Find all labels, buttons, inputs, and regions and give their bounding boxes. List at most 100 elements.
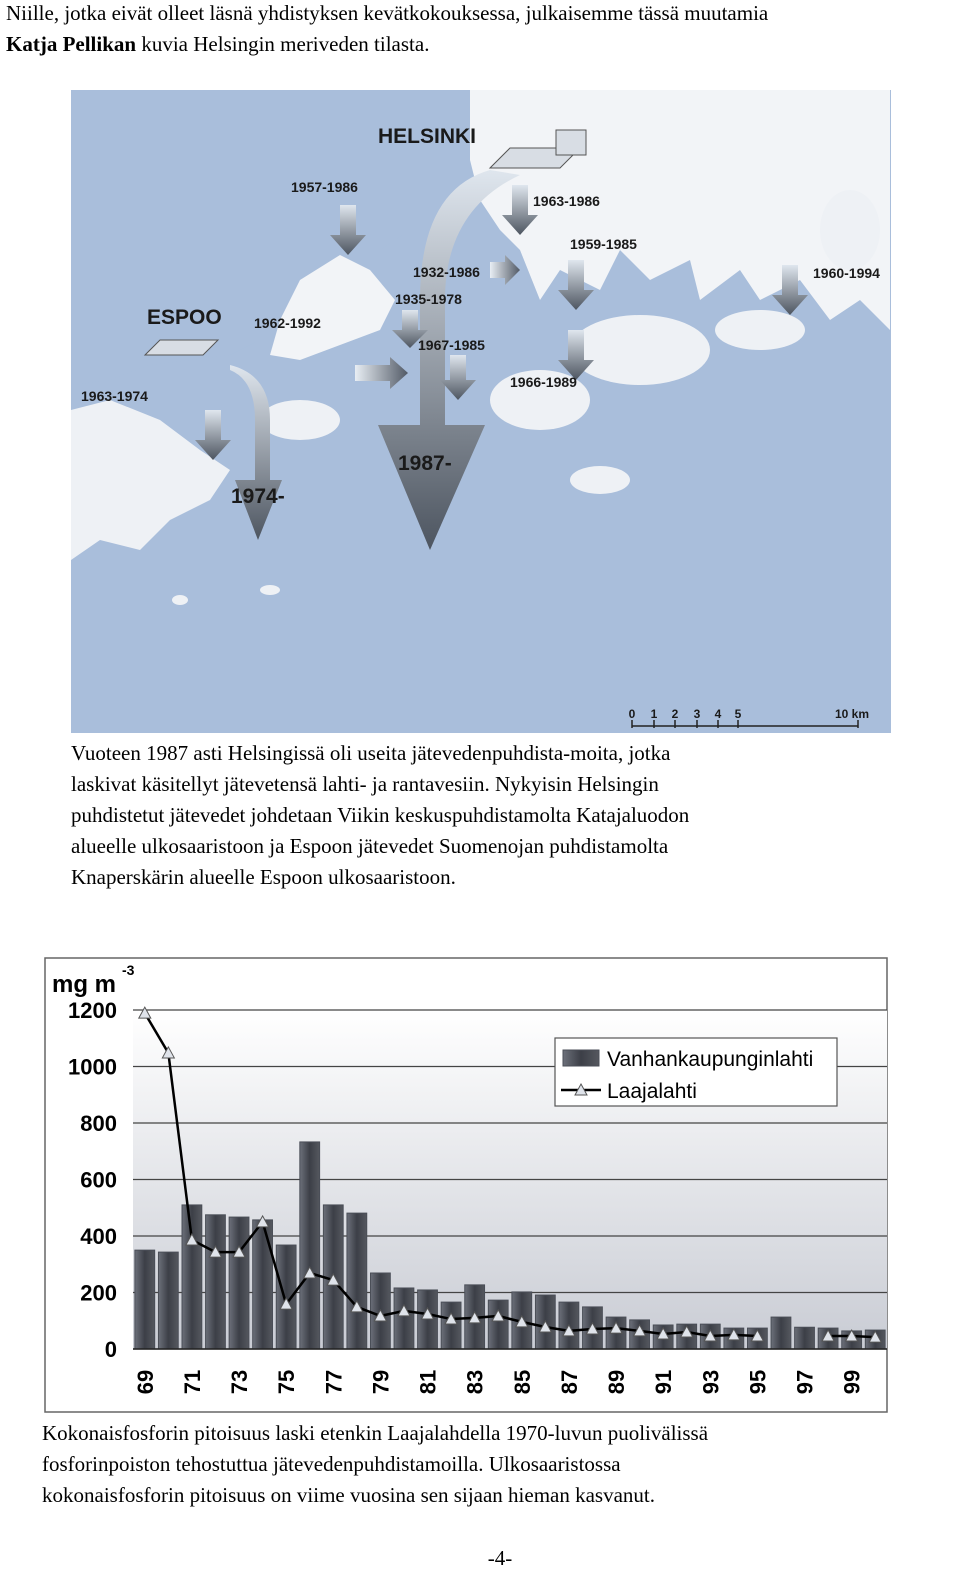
- marker: [302, 1265, 317, 1279]
- intro-line: Niille, jotka eivät olleet läsnä yhdisty…: [6, 1, 769, 25]
- text-line: Kokonaisfosforin pitoisuus laski etenkin…: [42, 1421, 709, 1445]
- scale-label: 0: [629, 707, 636, 721]
- marker: [420, 1306, 435, 1320]
- text-line: laskivat käsitellyt jätevetensä lahti- j…: [71, 772, 659, 796]
- sea-bay: [71, 90, 470, 385]
- marker: [868, 1330, 883, 1343]
- bar: [205, 1214, 226, 1350]
- map-label: 1935-1978: [395, 291, 462, 307]
- y-tick-label: 0: [105, 1337, 117, 1362]
- text-line: Knaperskärin alueelle Espoon ulkosaarist…: [71, 865, 456, 889]
- map: HELSINKI ESPOO 1957-1986 1963-1986 1959-1985…: [71, 90, 891, 733]
- x-tick-label: 81: [416, 1370, 441, 1394]
- marker: [350, 1299, 364, 1313]
- x-tick-label: 89: [604, 1370, 629, 1394]
- text-line: Vuoteen 1987 asti Helsingissä oli useita…: [71, 741, 671, 765]
- map-label: 1974-: [231, 485, 285, 508]
- y-axis-label-exponent: -3: [122, 962, 135, 978]
- map-label: 1932-1986: [413, 264, 480, 280]
- marker: [562, 1323, 576, 1337]
- legend-label: Laajalahti: [607, 1080, 697, 1103]
- bar: [487, 1299, 509, 1350]
- marker: [514, 1314, 529, 1328]
- marker: [491, 1308, 506, 1322]
- author: Katja Pellikan: [6, 32, 137, 56]
- x-tick-label: 87: [557, 1370, 582, 1394]
- bar: [393, 1287, 415, 1350]
- marker: [185, 1232, 199, 1246]
- x-tick-label: 79: [368, 1370, 393, 1394]
- x-tick-label: 69: [133, 1370, 158, 1394]
- arrow: [355, 357, 408, 389]
- legend-marker: [574, 1082, 588, 1096]
- marker: [137, 1006, 152, 1019]
- map-label: ESPOO: [147, 306, 222, 329]
- map-label: 1987-: [398, 452, 452, 475]
- bar: [794, 1326, 815, 1350]
- city-icon: [143, 129, 587, 356]
- marker: [609, 1321, 623, 1334]
- marker: [373, 1308, 388, 1322]
- bar: [299, 1141, 321, 1350]
- x-tick-label: 83: [463, 1370, 488, 1394]
- legend-box: [554, 1037, 838, 1107]
- marker: [538, 1319, 553, 1333]
- scale-label: 5: [735, 707, 742, 721]
- scale-label: 2: [672, 707, 679, 721]
- island: [71, 400, 230, 560]
- arrow: [378, 170, 520, 550]
- marker: [679, 1325, 694, 1338]
- island: [260, 585, 280, 595]
- text-line: fosforinpoiston tehostuttua jätevedenpuh…: [42, 1452, 621, 1476]
- map-label: 1957-1986: [291, 179, 358, 195]
- x-tick-label: 71: [180, 1370, 205, 1394]
- marker: [750, 1328, 765, 1342]
- map-label: 1963-1986: [533, 193, 600, 209]
- y-tick-label: 1200: [68, 998, 117, 1023]
- island: [490, 370, 590, 430]
- x-tick-label: 99: [840, 1370, 865, 1394]
- bar: [440, 1301, 462, 1350]
- marker: [727, 1327, 741, 1341]
- bar: [417, 1289, 438, 1350]
- marker: [444, 1312, 458, 1325]
- marker: [279, 1297, 293, 1310]
- small-arrows: [195, 185, 808, 460]
- map-label: HELSINKI: [378, 125, 476, 148]
- marker: [844, 1328, 859, 1342]
- scale-label: 10 km: [835, 707, 869, 721]
- bar: [181, 1204, 203, 1350]
- marker: [632, 1323, 647, 1337]
- x-tick-label: 93: [698, 1370, 723, 1394]
- island: [820, 190, 880, 270]
- x-tick-label: 85: [510, 1370, 535, 1394]
- x-tick-label: 95: [745, 1370, 770, 1394]
- marker: [703, 1328, 718, 1342]
- chart: mg m -3 0 200 400 600 800 1000 1200 69 71 73 75 77 7…: [44, 957, 888, 1413]
- y-axis-label: mg m: [52, 971, 116, 998]
- arrow: [490, 255, 520, 285]
- map-label: 1966-1989: [510, 374, 577, 390]
- bar: [346, 1212, 368, 1350]
- marker: [656, 1326, 670, 1340]
- x-tick-label: 91: [651, 1370, 676, 1394]
- y-tick-label: 200: [80, 1281, 117, 1306]
- map-label: 1963-1974: [81, 388, 148, 404]
- x-tick-label: 97: [793, 1370, 818, 1394]
- marker: [255, 1214, 270, 1228]
- island: [570, 315, 710, 385]
- text-line: puhdistetut jätevedet johdetaan Viikin k…: [71, 803, 690, 827]
- map-label: 1959-1985: [570, 236, 637, 252]
- intro-line: Katja Pellikan kuvia Helsingin meriveden…: [6, 29, 429, 60]
- x-tick-label: 75: [274, 1370, 299, 1394]
- arrow: [230, 365, 282, 540]
- marker: [467, 1310, 482, 1324]
- intro-rest: kuvia Helsingin meriveden tilasta.: [141, 32, 430, 56]
- land: [270, 255, 395, 360]
- scale-label: 1: [651, 707, 658, 721]
- marker: [232, 1245, 246, 1258]
- legend-label: Vanhankaupunginlahti: [607, 1048, 813, 1071]
- marker: [821, 1328, 835, 1342]
- marker: [326, 1273, 341, 1286]
